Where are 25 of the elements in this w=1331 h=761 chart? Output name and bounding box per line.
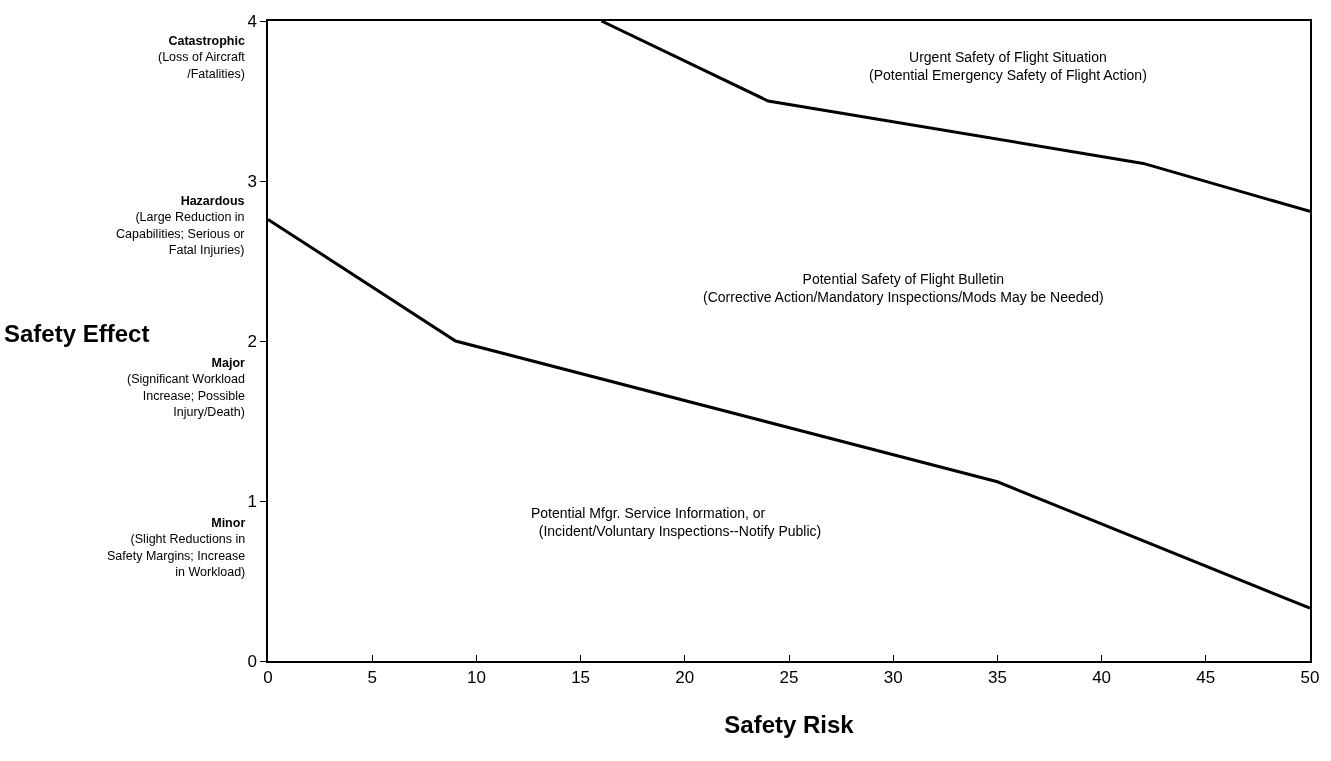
annotation: Urgent Safety of Flight Situation (Potential Emergency Safety of Flight Action) xyxy=(869,49,1147,84)
y-tick-label: 3 xyxy=(247,171,257,191)
text: Catastrophic (Loss of Aircraft /Fatalities) xyxy=(158,34,246,81)
x-tick-label: 40 xyxy=(1092,668,1112,688)
y-axis-title: Safety Effect xyxy=(4,320,150,347)
annotation: Potential Mfgr. Service Information, or (Incident/Voluntary Inspections--Notify Public) xyxy=(531,505,822,540)
text: Minor (Slight Reductions in Safety Margins; Increase in Workload) xyxy=(107,516,246,579)
x-tick-label: 15 xyxy=(571,668,591,688)
x-tick-label: 5 xyxy=(367,668,377,688)
x-tick-label: 0 xyxy=(263,668,273,688)
x-tick-label: 20 xyxy=(675,668,695,688)
annotation: Potential Safety of Flight Bulletin (Corrective Action/Mandatory Inspections/Mods May be Needed) xyxy=(703,271,1104,306)
x-tick-label: 35 xyxy=(987,668,1007,688)
y-tick-label: 0 xyxy=(247,651,257,671)
x-axis-title: Safety Risk xyxy=(724,710,855,738)
y-tick-label: 2 xyxy=(247,331,257,351)
x-tick-label: 45 xyxy=(1196,668,1216,688)
x-tick-label: 10 xyxy=(466,668,486,688)
y-tick-label: 4 xyxy=(247,11,257,31)
x-tick-label: 25 xyxy=(779,668,799,688)
y-tick-label: 1 xyxy=(247,491,257,511)
text: Major (Significant Workload Increase; Possible Injury/Death) xyxy=(127,356,246,419)
text: Hazardous (Large Reduction in Capabilities; Serious or Fatal Injuries) xyxy=(116,194,245,257)
x-tick-label: 30 xyxy=(883,668,903,688)
x-tick-label: 50 xyxy=(1300,668,1320,688)
